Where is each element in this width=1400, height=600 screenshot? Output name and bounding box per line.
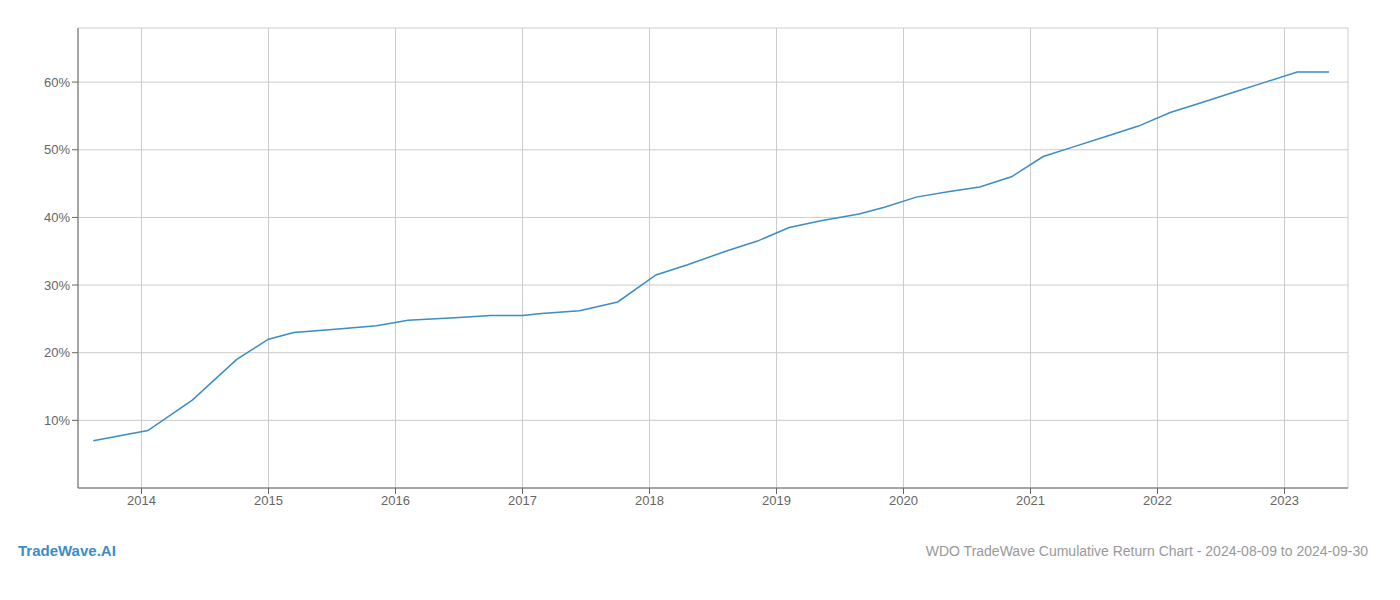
- svg-text:2019: 2019: [762, 493, 791, 508]
- svg-text:2014: 2014: [127, 493, 156, 508]
- svg-text:20%: 20%: [44, 345, 70, 360]
- html-text:WDO TradeWave Cumulative Retur: WDO TradeWave Cumulative Return Chart - …: [925, 543, 1368, 559]
- svg-text:2015: 2015: [254, 493, 283, 508]
- svg-text:2017: 2017: [508, 493, 537, 508]
- svg-text:2023: 2023: [1270, 493, 1299, 508]
- svg-text:2020: 2020: [889, 493, 918, 508]
- html-text:TradeWave.AI: TradeWave.AI: [18, 542, 116, 559]
- svg-text:2016: 2016: [381, 493, 410, 508]
- svg-text:50%: 50%: [44, 142, 70, 157]
- svg-text:10%: 10%: [44, 413, 70, 428]
- svg-text:2022: 2022: [1143, 493, 1172, 508]
- svg-text:2021: 2021: [1016, 493, 1045, 508]
- svg-text:40%: 40%: [44, 210, 70, 225]
- svg-text:2018: 2018: [635, 493, 664, 508]
- svg-text:30%: 30%: [44, 278, 70, 293]
- svg-text:60%: 60%: [44, 75, 70, 90]
